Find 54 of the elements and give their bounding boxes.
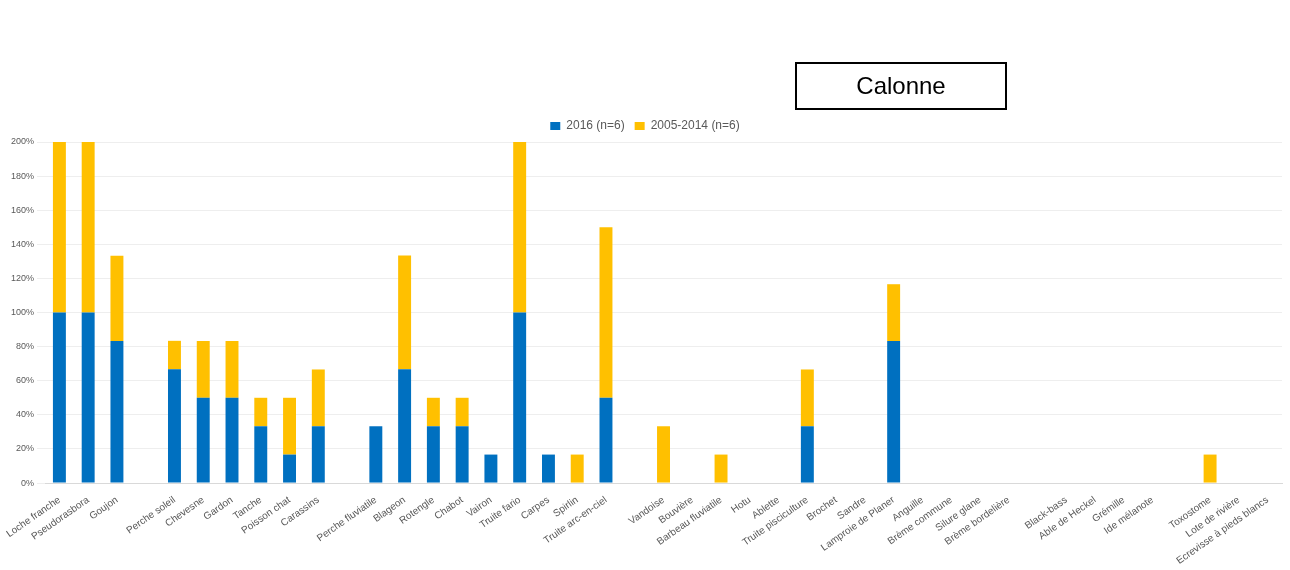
bar <box>168 340 181 370</box>
chart-title: Calonne <box>795 62 1007 110</box>
bar <box>196 341 210 398</box>
x-tick-label: Hotu <box>728 493 753 515</box>
bar <box>426 397 440 427</box>
bar <box>455 426 469 483</box>
bar <box>196 397 210 483</box>
bar <box>513 142 527 313</box>
y-tick-label: 20% <box>16 443 35 454</box>
y-tick-label: 120% <box>10 272 35 283</box>
bar <box>455 397 469 427</box>
bar <box>81 312 95 483</box>
bar <box>599 227 613 398</box>
bar <box>311 369 325 427</box>
bar <box>800 426 814 483</box>
bar <box>513 312 527 483</box>
bar <box>369 426 383 483</box>
bar <box>225 397 239 483</box>
y-tick-label: 80% <box>16 341 35 352</box>
bar <box>52 142 66 313</box>
bar <box>887 284 901 341</box>
bar <box>1203 454 1217 483</box>
bar <box>714 454 728 483</box>
bar <box>283 454 297 483</box>
y-tick-label: 140% <box>10 238 35 249</box>
bar <box>168 369 181 483</box>
bar <box>81 142 95 313</box>
bar <box>254 397 268 427</box>
y-tick-label: 160% <box>10 204 35 215</box>
bar <box>225 341 239 398</box>
bar <box>110 341 124 483</box>
bar <box>570 454 584 483</box>
bar <box>110 255 124 341</box>
bar <box>541 454 555 483</box>
legend-label: 2005-2014 (n=6) <box>650 118 740 133</box>
bar <box>283 397 297 455</box>
y-tick-label: 60% <box>16 375 35 386</box>
legend-label: 2016 (n=6) <box>566 118 625 133</box>
y-tick-label: 40% <box>16 409 35 420</box>
bar <box>800 369 814 427</box>
bar <box>484 454 498 483</box>
bar <box>887 341 901 483</box>
y-tick-label: 100% <box>10 307 35 318</box>
bar <box>657 426 670 483</box>
bar <box>426 426 440 483</box>
y-tick-label: 0% <box>21 477 35 488</box>
bar <box>599 397 613 483</box>
bar <box>398 369 412 483</box>
y-tick-label: 200% <box>10 136 35 147</box>
y-tick-label: 180% <box>10 170 35 181</box>
bar <box>311 426 325 483</box>
bar <box>398 255 412 370</box>
bar <box>254 426 268 483</box>
bar <box>52 312 66 483</box>
